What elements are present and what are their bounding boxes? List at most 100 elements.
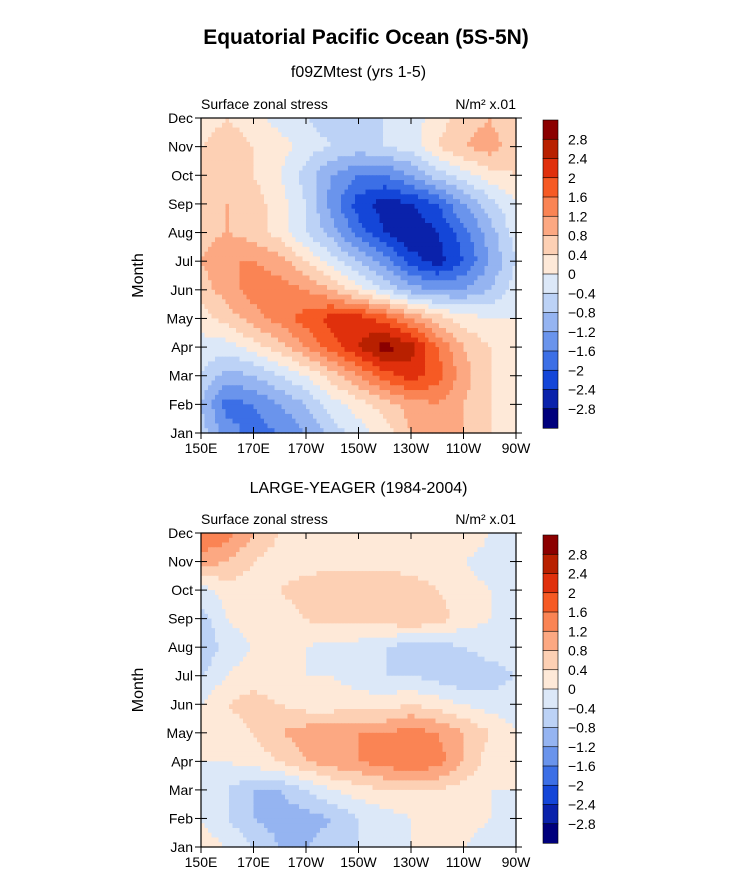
contour-cell [327, 285, 332, 291]
contour-cell [243, 118, 248, 124]
contour-cell [439, 223, 444, 229]
contour-cell [505, 375, 510, 382]
contour-cell [299, 156, 304, 162]
contour-cell [302, 366, 307, 372]
contour-cell [222, 118, 227, 124]
contour-cell [495, 356, 500, 363]
contour-cell [250, 256, 255, 262]
contour-cell [285, 237, 290, 243]
contour-cell [281, 361, 286, 367]
contour-cell [484, 294, 489, 300]
contour-cell [495, 304, 500, 310]
contour-cell [467, 270, 472, 277]
contour-cell [362, 199, 367, 205]
contour-cell [463, 227, 468, 234]
contour-cell [481, 137, 486, 143]
contour-cell [467, 299, 472, 305]
contour-cell [267, 246, 272, 253]
contour-cell [411, 351, 416, 358]
contour-cell [509, 337, 514, 343]
contour-cell [260, 270, 265, 277]
contour-cell [320, 261, 325, 267]
contour-cell [372, 328, 377, 334]
contour-cell [474, 342, 479, 348]
contour-cell [358, 280, 363, 286]
contour-cell [400, 194, 405, 200]
contour-cell [362, 328, 367, 334]
contour-cell [334, 203, 339, 210]
contour-cell [267, 160, 272, 167]
contour-cell [201, 323, 206, 329]
contour-cell [512, 299, 517, 305]
contour-cell [229, 299, 234, 305]
contour-cell [323, 275, 328, 281]
contour-cell [502, 251, 507, 258]
contour-cell [453, 256, 458, 262]
contour-cell [386, 199, 391, 205]
contour-cell [288, 285, 293, 291]
contour-cell [208, 160, 213, 167]
contour-cell [407, 184, 412, 191]
contour-cell [407, 242, 412, 248]
contour-cell [491, 132, 496, 138]
contour-cell [428, 189, 433, 195]
contour-cell [246, 289, 251, 296]
contour-cell [316, 347, 321, 353]
contour-cell [428, 356, 433, 363]
contour-cell [481, 151, 486, 157]
contour-cell [236, 127, 241, 133]
contour-cell [404, 223, 409, 229]
contour-cell [285, 137, 290, 143]
contour-cell [509, 189, 514, 195]
contour-cell [404, 151, 409, 157]
contour-cell [355, 151, 360, 157]
contour-cell [337, 251, 342, 258]
contour-cell [477, 323, 482, 329]
contour-cell [372, 137, 377, 143]
contour-cell [362, 132, 367, 138]
contour-cell [449, 342, 454, 348]
contour-cell [351, 351, 356, 358]
contour-cell [232, 175, 237, 181]
contour-cell [281, 280, 286, 286]
contour-cell [211, 299, 216, 305]
contour-cell [474, 127, 479, 133]
contour-cell [222, 151, 227, 157]
contour-cell [208, 194, 213, 200]
contour-cell [470, 323, 475, 329]
contour-cell [442, 208, 447, 215]
contour-cell [362, 356, 367, 363]
contour-cell [292, 127, 297, 133]
contour-cell [488, 122, 493, 129]
contour-cell [421, 132, 426, 138]
contour-cell [267, 285, 272, 291]
contour-cell [390, 160, 395, 167]
contour-cell [404, 146, 409, 153]
contour-cell [239, 342, 244, 348]
contour-cell [274, 218, 279, 224]
contour-cell [435, 137, 440, 143]
contour-cell [271, 118, 276, 124]
contour-cell [390, 313, 395, 320]
contour-cell [320, 299, 325, 305]
contour-cell [218, 227, 223, 234]
contour-cell [456, 308, 461, 315]
contour-cell [463, 313, 468, 320]
contour-cell [474, 251, 479, 258]
contour-cell [453, 270, 458, 277]
contour-cell [428, 237, 433, 243]
contour-cell [428, 223, 433, 229]
contour-cell [397, 304, 402, 310]
contour-cell [400, 299, 405, 305]
contour-cell [229, 170, 234, 176]
contour-cell [505, 304, 510, 310]
contour-cell [397, 332, 402, 339]
contour-cell [439, 347, 444, 353]
contour-cell [442, 304, 447, 310]
contour-cell [404, 208, 409, 215]
contour-cell [239, 251, 244, 258]
contour-cell [250, 203, 255, 210]
contour-cell [495, 323, 500, 329]
contour-cell [229, 199, 234, 205]
contour-cell [222, 256, 227, 262]
